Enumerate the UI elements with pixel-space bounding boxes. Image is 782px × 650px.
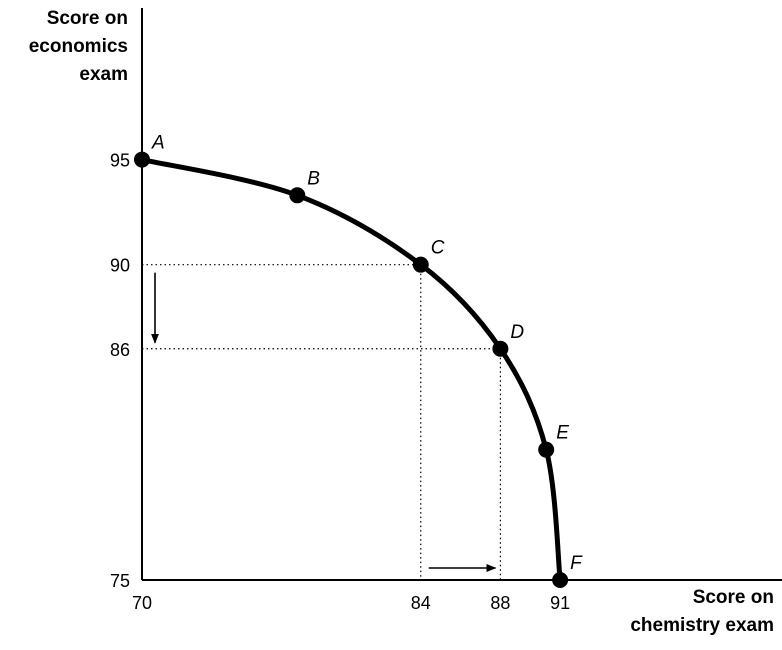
x-axis-title-line-2: chemistry exam bbox=[630, 615, 774, 636]
y-tick-label: 90 bbox=[110, 256, 130, 276]
point-label-d: D bbox=[510, 322, 524, 343]
ppf-curve bbox=[141, 157, 563, 581]
x-tick-label: 91 bbox=[550, 593, 570, 613]
y-axis-title-line-3: exam bbox=[79, 64, 128, 85]
point-d bbox=[492, 340, 509, 357]
y-tick-label: 95 bbox=[110, 151, 130, 171]
point-label-c: C bbox=[431, 238, 445, 259]
point-c bbox=[412, 256, 429, 273]
point-f bbox=[552, 572, 569, 588]
y-tick-label: 75 bbox=[110, 571, 130, 591]
y-axis-title-line-2: economics bbox=[29, 36, 128, 57]
x-tick-label: 70 bbox=[132, 593, 152, 613]
ppf-points: A B C D E F bbox=[134, 133, 583, 588]
x-axis-title-line-1: Score on bbox=[693, 587, 774, 608]
shift-arrows bbox=[151, 272, 497, 572]
reference-guides bbox=[142, 264, 501, 580]
point-label-f: F bbox=[570, 553, 583, 574]
point-label-e: E bbox=[556, 423, 569, 444]
point-label-b: B bbox=[307, 168, 320, 189]
x-tick-label: 84 bbox=[411, 593, 431, 613]
x-tick-label: 88 bbox=[490, 593, 510, 613]
x-tick-labels: 70 84 88 91 bbox=[132, 593, 570, 613]
point-a bbox=[134, 151, 150, 168]
point-e bbox=[538, 441, 555, 458]
y-tick-labels: 75 86 90 95 bbox=[110, 151, 130, 591]
point-label-a: A bbox=[151, 133, 165, 154]
point-b bbox=[289, 187, 306, 204]
y-tick-label: 86 bbox=[110, 340, 130, 360]
y-axis-title-line-1: Score on bbox=[47, 8, 128, 29]
